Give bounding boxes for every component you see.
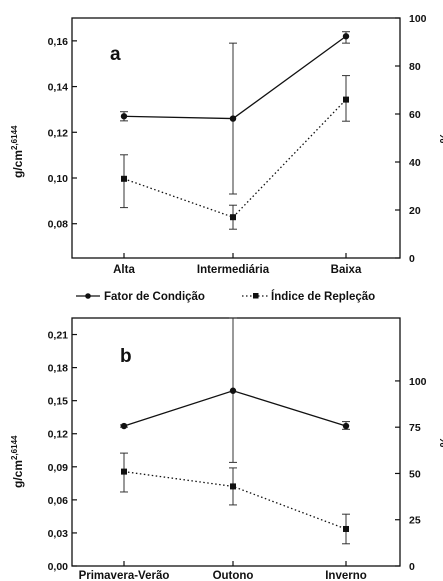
legend-label-indice: Índice de Repleção — [271, 290, 375, 303]
panel-a-y2tick-label-0: 0 — [409, 253, 415, 265]
panel-b-ylabel: g/cm2,6144 — [10, 435, 25, 488]
panel-a-ytick-label-0: 0,08 — [48, 219, 69, 231]
panel-a-series-fator-point-2 — [342, 33, 350, 40]
panel-b-ytick-label-4: 0,12 — [48, 429, 69, 441]
panel-b: b g/cm2,6144 % 0,00 0,03 0,06 0,09 0,12 0,15 0… — [10, 317, 443, 581]
panel-a-ytick-label-3: 0,14 — [48, 82, 69, 94]
panel-b-category-label-1: Outono — [213, 570, 254, 581]
panel-b-ytick-label-3: 0,09 — [48, 462, 69, 474]
panel-b-y2tick-label-3: 75 — [409, 422, 421, 434]
panel-b-ytick-label-1: 0,03 — [48, 528, 69, 540]
panel-b-ytick-label-6: 0,18 — [48, 363, 69, 375]
panel-b-series-fator-point-0 — [120, 422, 128, 430]
panel-a-ytick-label-4: 0,16 — [48, 36, 69, 48]
panel-a-ytick-label-2: 0,12 — [48, 127, 69, 139]
panel-a-series-indice-point-2 — [343, 96, 349, 103]
panel-b-series-indice-point-2 — [343, 525, 349, 532]
panel-a-series-fator-line — [123, 35, 347, 120]
panel-a-y2tick-label-4: 80 — [409, 61, 421, 73]
panel-a-frame — [71, 17, 401, 259]
panel-a: a g/cm2,6144 % 0,08 0,10 0,12 0,14 0,16 0 20 40… — [10, 13, 443, 276]
panel-a-series-indice-point-1 — [230, 214, 236, 221]
panel-b-y2tick-label-0: 0 — [409, 561, 415, 573]
panel-b-y2tick-label-1: 25 — [409, 515, 421, 527]
legend: Fator de Condição Índice de Repleção — [76, 290, 375, 303]
panel-a-letter: a — [110, 44, 121, 65]
panel-b-ytick-label-0: 0,00 — [48, 561, 69, 573]
panel-b-series-fator-point-2 — [342, 422, 350, 430]
panel-a-y2tick-label-2: 40 — [409, 157, 421, 169]
panel-a-series-indice-line — [123, 99, 347, 218]
panel-b-ytick-label-5: 0,15 — [48, 396, 69, 408]
panel-a-y2label: % — [437, 133, 443, 144]
panel-a-category-label-1: Intermediária — [197, 264, 270, 276]
panel-a-series-fator-point-1 — [229, 115, 237, 122]
panel-a-ytick-label-1: 0,10 — [48, 173, 69, 185]
panel-b-category-label-2: Inverno — [325, 570, 367, 581]
legend-marker-fator — [85, 293, 91, 299]
panel-b-series-fator-line — [123, 390, 347, 427]
panel-a-y2tick-label-5: 100 — [409, 13, 427, 25]
panel-a-y2tick-label-3: 60 — [409, 109, 421, 121]
panel-b-letter: b — [120, 346, 132, 367]
panel-a-ylabel: g/cm2,6144 — [10, 125, 25, 178]
panel-b-category-label-0: Primavera-Verão — [79, 570, 170, 581]
panel-b-series-indice-line — [123, 470, 347, 530]
panel-b-series-fator-point-1 — [229, 387, 237, 394]
panel-b-y2label: % — [437, 437, 443, 448]
panel-b-series-indice-point-1 — [230, 483, 236, 490]
panel-a-series-fator-point-0 — [120, 113, 128, 120]
panel-b-ytick-label-2: 0,06 — [48, 495, 69, 507]
panel-a-category-label-0: Alta — [113, 264, 135, 276]
legend-label-fator: Fator de Condição — [104, 291, 205, 303]
legend-marker-indice — [253, 293, 259, 299]
panel-b-y2tick-label-2: 50 — [409, 468, 421, 480]
panel-b-ytick-label-7: 0,21 — [48, 330, 69, 342]
panel-a-category-label-2: Baixa — [331, 264, 362, 276]
panel-a-y2tick-label-1: 20 — [409, 205, 421, 217]
panel-b-y2tick-label-4: 100 — [409, 376, 427, 388]
panel-a-series-indice-point-0 — [121, 175, 127, 182]
panel-b-series-indice-point-0 — [121, 468, 127, 475]
